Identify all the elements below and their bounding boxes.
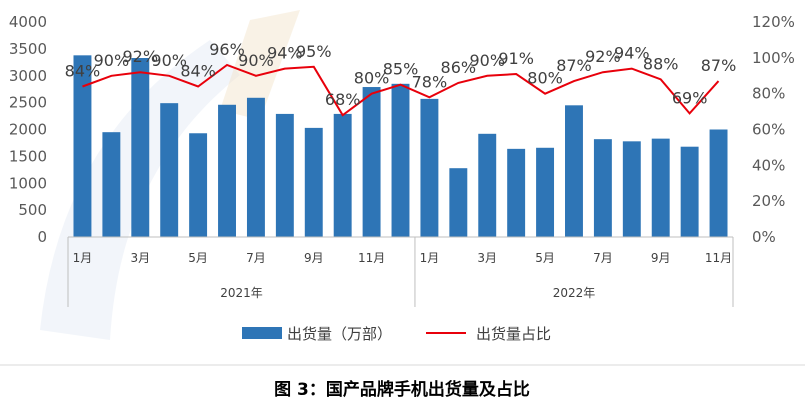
bar (507, 148, 526, 237)
bar (449, 168, 468, 237)
x-axis: 1月 3月 5月 7月 9月 11月 1月 3月 5月 7月 9月 11月 2021年 2022年 (67, 236, 734, 307)
data-label: 92% (123, 47, 159, 66)
data-label: 86% (441, 58, 477, 77)
figure-caption: 图 3：国产品牌手机出货量及占比 (274, 379, 530, 400)
x-tick-label: 1月 (73, 251, 93, 265)
left-tick-label: 1500 (9, 147, 47, 165)
left-tick-label: 1000 (9, 174, 47, 192)
bar (246, 97, 265, 237)
data-label: 95% (296, 42, 332, 61)
x-tick-label: 1月 (420, 251, 440, 265)
data-label: 91% (498, 49, 534, 68)
data-label: 90% (469, 51, 505, 70)
x-tick-label: 3月 (477, 251, 497, 265)
legend: 出货量（万部） 出货量占比 (242, 325, 551, 343)
data-label: 80% (527, 69, 563, 88)
bar (622, 141, 641, 237)
bar (709, 129, 728, 237)
legend-bar-swatch (242, 327, 282, 339)
legend-line-label: 出货量占比 (476, 325, 551, 343)
right-axis: 0% 20% 40% 60% 80% 100% 120% (752, 13, 795, 246)
data-label: 94% (614, 44, 650, 63)
data-label: 87% (701, 56, 737, 75)
data-label: 80% (354, 69, 390, 88)
bar (651, 138, 670, 237)
share-line (82, 63, 720, 117)
right-tick-label: 100% (752, 49, 795, 67)
data-label: 87% (556, 56, 592, 75)
x-group-label: 2021年 (220, 286, 263, 300)
x-group-label: 2022年 (553, 286, 596, 300)
bar (420, 98, 439, 237)
bar (102, 132, 121, 237)
bar (565, 105, 583, 237)
data-label: 90% (94, 51, 130, 70)
bar-series (73, 55, 728, 238)
data-label: 96% (209, 40, 245, 59)
right-tick-label: 0% (752, 228, 776, 246)
data-labels: 84%90%92%90%84%96%90%94%95%68%80%85%78%8… (65, 40, 737, 109)
data-label: 78% (412, 72, 448, 91)
right-tick-label: 80% (752, 85, 785, 103)
data-label: 69% (672, 88, 708, 107)
bar (680, 146, 699, 237)
bar (160, 103, 179, 237)
x-tick-label: 7月 (593, 251, 613, 265)
data-label: 68% (325, 90, 361, 109)
line-series (82, 63, 720, 117)
bar (275, 113, 294, 237)
bar (362, 87, 381, 237)
data-label: 90% (151, 51, 187, 70)
left-tick-label: 2500 (9, 94, 47, 112)
left-tick-label: 3000 (9, 67, 47, 85)
left-tick-label: 0 (37, 228, 47, 246)
bar (218, 104, 236, 238)
data-label: 84% (180, 62, 216, 81)
data-label: 94% (267, 44, 303, 63)
left-tick-label: 500 (18, 201, 47, 219)
bar (593, 139, 612, 237)
watermark-arc-2 (220, 10, 300, 120)
x-tick-label: 5月 (535, 251, 555, 265)
left-tick-label: 3500 (9, 40, 47, 58)
right-tick-label: 120% (752, 13, 795, 31)
left-tick-label: 4000 (9, 13, 47, 31)
data-label: 84% (65, 62, 101, 81)
legend-bar-label: 出货量（万部） (287, 325, 392, 343)
data-label: 88% (643, 54, 679, 73)
x-tick-label: 7月 (246, 251, 266, 265)
right-tick-label: 60% (752, 121, 785, 139)
x-tick-label: 11月 (358, 251, 385, 265)
bar (131, 58, 150, 238)
bar (73, 55, 92, 238)
data-label: 92% (585, 47, 621, 66)
bar (333, 113, 352, 237)
bar (391, 83, 410, 237)
bar (478, 133, 497, 237)
x-tick-label: 9月 (304, 251, 324, 265)
right-tick-label: 40% (752, 156, 785, 174)
x-tick-label: 5月 (188, 251, 208, 265)
left-axis: 0 500 1000 1500 2000 2500 3000 3500 4000 (9, 13, 47, 246)
right-tick-label: 20% (752, 192, 785, 210)
x-tick-label: 3月 (130, 251, 150, 265)
x-tick-label: 9月 (651, 251, 671, 265)
data-label: 85% (383, 60, 419, 79)
bar (304, 127, 323, 237)
data-label: 90% (238, 51, 274, 70)
x-tick-label: 11月 (705, 251, 732, 265)
bar (189, 133, 208, 237)
left-tick-label: 2000 (9, 121, 47, 139)
bar (536, 147, 555, 237)
